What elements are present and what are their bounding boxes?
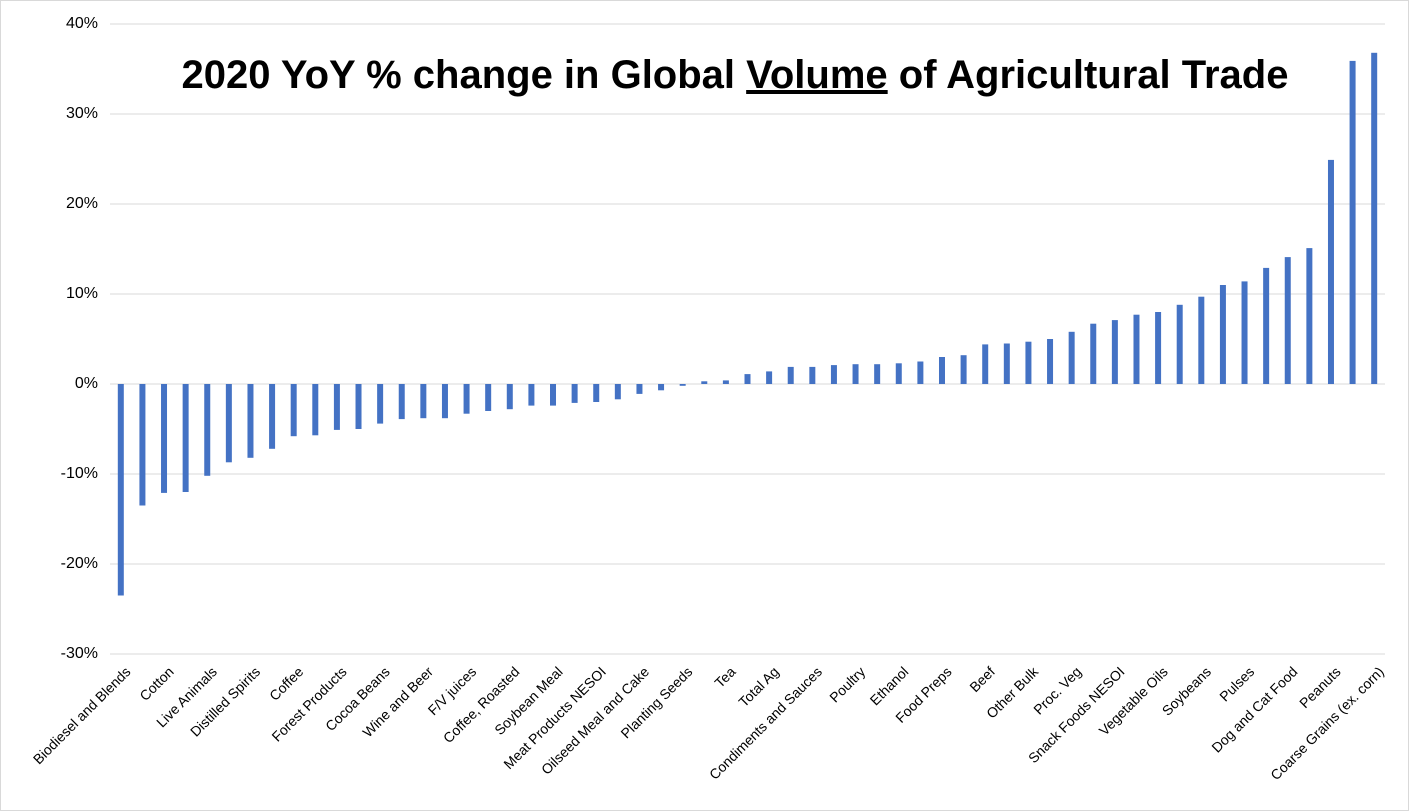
- bar: [1003, 343, 1010, 384]
- bar: [1371, 52, 1378, 385]
- bar: [722, 380, 729, 384]
- title-part: of Agricultural Trade: [887, 53, 1289, 97]
- bar: [1241, 281, 1248, 384]
- bar: [204, 384, 211, 476]
- bar: [312, 384, 319, 436]
- chart-title: 2020 YoY % change in Global Volume of Ag…: [180, 46, 1290, 104]
- bar: [917, 361, 924, 384]
- bar: [744, 374, 751, 384]
- bar: [895, 363, 902, 384]
- y-tick-label: -10%: [61, 465, 98, 482]
- y-tick-label: -20%: [61, 555, 98, 572]
- bar: [571, 384, 578, 403]
- bar: [982, 344, 989, 384]
- bar: [1155, 312, 1162, 384]
- bar: [1068, 331, 1075, 384]
- bar: [355, 384, 362, 429]
- bar: [506, 384, 513, 410]
- bar: [787, 366, 794, 384]
- bar: [398, 384, 405, 420]
- y-tick-label: -30%: [61, 645, 98, 662]
- bar: [1111, 320, 1118, 384]
- bar: [679, 384, 686, 386]
- y-tick-label: 40%: [66, 15, 98, 32]
- bar: [290, 384, 297, 437]
- bar: [1176, 304, 1183, 384]
- bar: [874, 364, 881, 384]
- bar: [1219, 285, 1226, 384]
- bar: [420, 384, 427, 419]
- bar: [809, 366, 816, 384]
- bar: [269, 384, 276, 449]
- y-tick-label: 10%: [66, 285, 98, 302]
- bar: [766, 371, 773, 384]
- bar: [161, 384, 168, 493]
- bar: [852, 364, 859, 384]
- bar: [139, 384, 146, 506]
- bar: [1090, 323, 1097, 384]
- bar: [960, 355, 967, 384]
- title-part: 2020 YoY % change in Global: [181, 53, 747, 97]
- bar: [938, 357, 945, 384]
- bar: [1327, 159, 1334, 384]
- bar: [550, 384, 557, 406]
- y-tick-label: 30%: [66, 105, 98, 122]
- bar: [636, 384, 643, 394]
- bar: [658, 384, 665, 391]
- bar: [1284, 257, 1291, 384]
- bar: [830, 365, 837, 384]
- y-tick-label: 0%: [75, 375, 98, 392]
- bar: [225, 384, 232, 463]
- bar: [333, 384, 340, 430]
- bar: [441, 384, 448, 419]
- bar: [614, 384, 621, 400]
- bar: [182, 384, 189, 492]
- title-part: Volume: [746, 53, 888, 97]
- bar: [701, 381, 708, 384]
- bar: [117, 384, 124, 596]
- bar: [593, 384, 600, 402]
- bar: [1198, 296, 1205, 384]
- bar: [1133, 314, 1140, 384]
- bar: [1349, 60, 1356, 385]
- bar: [247, 384, 254, 458]
- bar: [1306, 248, 1313, 384]
- bar: [1047, 339, 1054, 384]
- bar: [377, 384, 384, 424]
- bar: [463, 384, 470, 414]
- y-tick-label: 20%: [66, 195, 98, 212]
- bar: [1263, 267, 1270, 384]
- bar: [485, 384, 492, 411]
- bar: [528, 384, 535, 406]
- bar: [1025, 341, 1032, 384]
